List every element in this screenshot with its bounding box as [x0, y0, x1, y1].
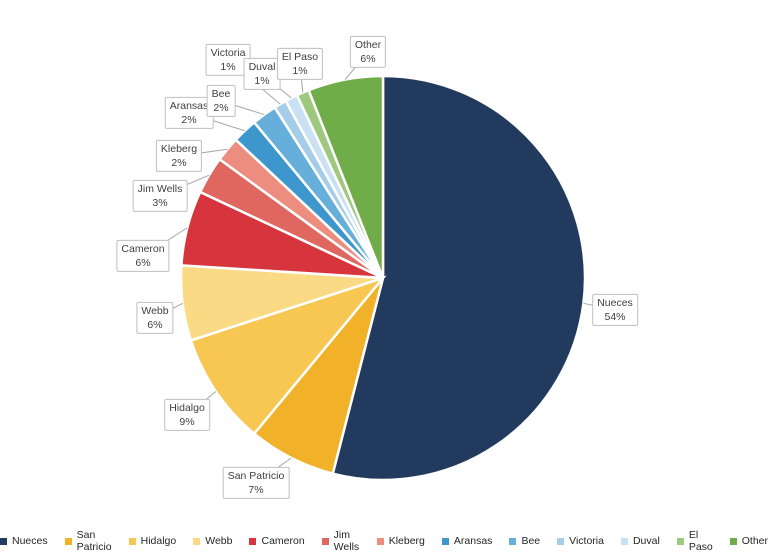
slice-label-value: 1% [220, 61, 236, 73]
slice-label-value: 3% [152, 197, 168, 209]
legend-item-bee[interactable]: Bee [509, 535, 540, 547]
slice-label-name: San Patricio [227, 469, 285, 482]
legend-swatch-jim-wells [321, 537, 329, 545]
legend-item-el-paso[interactable]: El Paso [676, 529, 713, 553]
slice-label-value: 6% [147, 319, 163, 331]
slice-label-hidalgo[interactable]: Hidalgo 9% [164, 398, 210, 432]
legend-label: El Paso [688, 529, 713, 553]
slice-label-other[interactable]: Other 6% [349, 35, 387, 69]
legend-label: Kleberg [388, 535, 425, 547]
slice-label-value: 6% [360, 53, 376, 65]
slice-label-name: Other [354, 38, 382, 51]
legend-item-duval[interactable]: Duval [620, 535, 660, 547]
slice-label-value: 2% [181, 114, 197, 126]
slice-label-value: 1% [254, 75, 270, 87]
legend-swatch-kleberg [376, 537, 384, 545]
legend-item-webb[interactable]: Webb [193, 535, 232, 547]
slice-label-value: 2% [213, 102, 229, 114]
legend-item-cameron[interactable]: Cameron [249, 535, 305, 547]
legend-swatch-other [729, 537, 737, 545]
legend-label: Victoria [569, 535, 604, 547]
legend-swatch-victoria [557, 537, 565, 545]
slice-label-san-patricio[interactable]: San Patricio 7% [222, 466, 290, 500]
legend-label: Nueces [12, 535, 48, 547]
legend-swatch-bee [509, 537, 517, 545]
slice-label-value: 54% [604, 311, 626, 323]
slice-label-nueces[interactable]: Nueces 54% [592, 293, 638, 327]
pie-slice-hidalgo[interactable] [189, 275, 387, 436]
legend-swatch-aransas [441, 537, 449, 545]
slice-label-name: Jim Wells [137, 182, 183, 195]
legend-swatch-hidalgo [128, 537, 136, 545]
legend-item-jim-wells[interactable]: Jim Wells [321, 529, 360, 553]
legend-swatch-cameron [249, 537, 257, 545]
legend-item-nueces[interactable]: Nueces [0, 535, 48, 547]
legend-item-aransas[interactable]: Aransas [441, 535, 493, 547]
slice-label-value: 9% [179, 416, 195, 428]
slice-label-name: Hidalgo [169, 401, 205, 414]
legend-label: Duval [632, 535, 660, 547]
legend-swatch-el-paso [676, 537, 684, 545]
slice-label-value: 6% [135, 257, 151, 269]
legend-label: San Patricio [76, 529, 112, 553]
legend-item-san-patricio[interactable]: San Patricio [64, 529, 112, 553]
legend-swatch-san-patricio [64, 537, 72, 545]
slice-label-name: Cameron [121, 242, 165, 255]
slice-label-kleberg[interactable]: Kleberg 2% [155, 139, 203, 173]
slice-label-name: El Paso [281, 50, 319, 63]
slice-label-bee[interactable]: Bee 2% [206, 84, 236, 118]
legend-label: Jim Wells [333, 529, 360, 553]
chart-legend: Nueces San Patricio Hidalgo Webb Cameron Jim … [0, 529, 768, 553]
legend-label: Cameron [261, 535, 305, 547]
slice-label-name: Webb [141, 304, 169, 317]
slice-label-aransas[interactable]: Aransas 2% [164, 96, 214, 130]
slice-label-webb[interactable]: Webb 6% [136, 301, 174, 335]
slice-label-name: Aransas [169, 99, 209, 112]
legend-swatch-webb [193, 537, 201, 545]
slice-label-cameron[interactable]: Cameron 6% [116, 239, 170, 273]
slice-label-name: Nueces [597, 296, 633, 309]
legend-label: Other [741, 535, 768, 547]
slice-label-value: 2% [171, 157, 187, 169]
legend-swatch-nueces [0, 537, 7, 545]
pie-slice-other[interactable] [307, 74, 385, 279]
legend-label: Hidalgo [140, 535, 177, 547]
slice-label-name: Kleberg [160, 142, 198, 155]
legend-item-other[interactable]: Other [729, 535, 768, 547]
slice-label-value: 7% [248, 484, 264, 496]
slice-label-el-paso[interactable]: El Paso 1% [276, 47, 324, 81]
legend-item-kleberg[interactable]: Kleberg [376, 535, 425, 547]
slice-label-value: 1% [292, 65, 308, 77]
slice-label-duval[interactable]: Duval 1% [243, 57, 281, 91]
slice-label-name: Victoria [210, 46, 246, 59]
slice-label-jim-wells[interactable]: Jim Wells 3% [132, 179, 188, 213]
legend-label: Webb [205, 535, 233, 547]
legend-item-victoria[interactable]: Victoria [557, 535, 604, 547]
legend-label: Aransas [453, 535, 493, 547]
slice-label-name: Duval [248, 60, 276, 73]
slice-label-victoria[interactable]: Victoria 1% [205, 43, 251, 77]
slice-label-name: Bee [211, 87, 231, 100]
legend-item-hidalgo[interactable]: Hidalgo [128, 535, 177, 547]
legend-label: Bee [521, 535, 541, 547]
legend-swatch-duval [620, 537, 628, 545]
